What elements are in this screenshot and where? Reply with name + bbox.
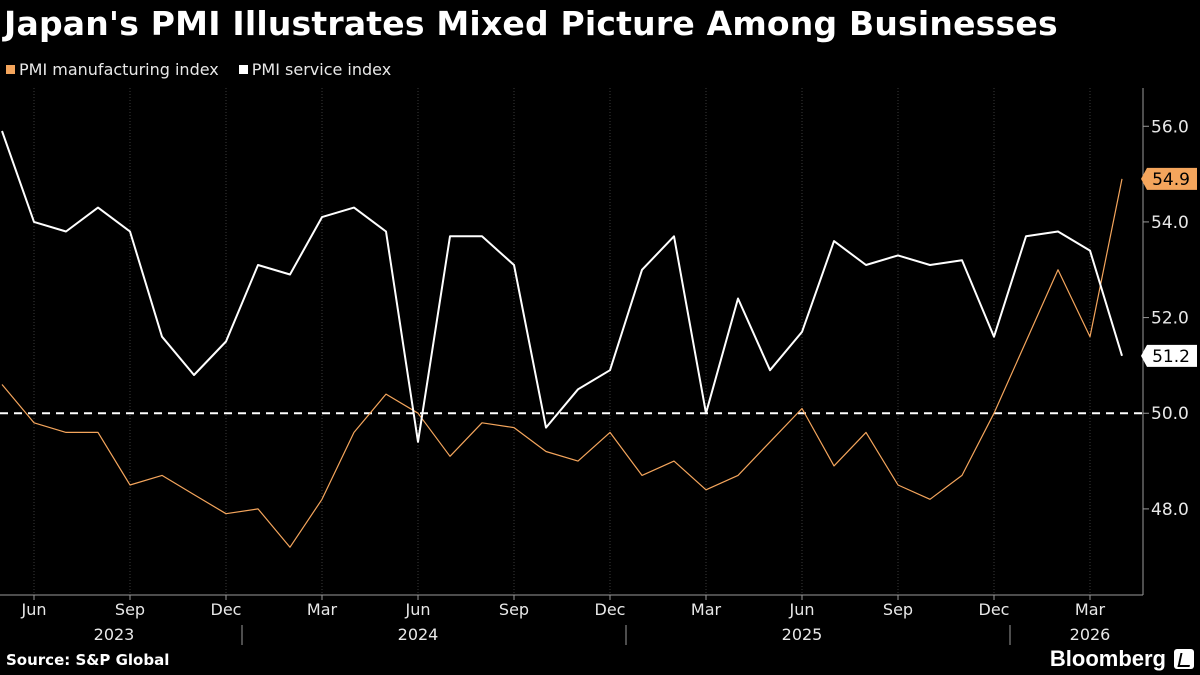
chart-title: Japan's PMI Illustrates Mixed Picture Am… bbox=[4, 4, 1058, 43]
year-label-0: 2023 bbox=[94, 625, 135, 644]
x-tick-label-6: Dec bbox=[595, 600, 626, 619]
x-tick-label-3: Mar bbox=[307, 600, 338, 619]
y-tick-label-1: 50.0 bbox=[1151, 404, 1189, 424]
legend-label-service: PMI service index bbox=[251, 60, 392, 79]
end-label-box-service bbox=[1141, 344, 1197, 367]
x-tick-label-8: Jun bbox=[789, 600, 815, 619]
y-tick-label-0: 48.0 bbox=[1151, 500, 1189, 520]
y-tick-label-3: 54.0 bbox=[1151, 213, 1189, 233]
bloomberg-wordmark: Bloomberg bbox=[1049, 646, 1166, 671]
x-tick-label-9: Sep bbox=[883, 600, 913, 619]
x-tick-label-10: Dec bbox=[979, 600, 1010, 619]
series-line-manufacturing bbox=[1, 178, 1123, 548]
series-line-service bbox=[1, 130, 1123, 443]
x-tick-label-7: Mar bbox=[691, 600, 722, 619]
year-label-3: 2026 bbox=[1070, 625, 1111, 644]
x-tick-label-2: Dec bbox=[211, 600, 242, 619]
x-tick-label-1: Sep bbox=[115, 600, 145, 619]
y-tick-label-2: 52.0 bbox=[1151, 309, 1189, 329]
end-label-box-manufacturing bbox=[1141, 167, 1197, 190]
year-label-1: 2024 bbox=[398, 625, 439, 644]
y-tick-label-4: 56.0 bbox=[1151, 117, 1189, 137]
x-tick-label-4: Jun bbox=[405, 600, 431, 619]
legend-item-service: PMI service index bbox=[238, 60, 392, 79]
x-tick-label-5: Sep bbox=[499, 600, 529, 619]
end-label-service: 51.2 bbox=[1152, 347, 1190, 367]
bloomberg-logo-icon bbox=[1174, 649, 1194, 669]
year-label-2: 2025 bbox=[782, 625, 823, 644]
legend-swatch-service bbox=[238, 65, 248, 74]
legend: PMI manufacturing index PMI service inde… bbox=[6, 60, 391, 79]
legend-swatch-manufacturing bbox=[6, 65, 15, 74]
end-label-manufacturing: 54.9 bbox=[1152, 170, 1190, 190]
x-tick-label-0: Jun bbox=[21, 600, 47, 619]
legend-item-manufacturing: PMI manufacturing index bbox=[6, 60, 219, 79]
x-tick-label-11: Mar bbox=[1075, 600, 1106, 619]
legend-label-manufacturing: PMI manufacturing index bbox=[19, 60, 219, 79]
source-note: Source: S&P Global bbox=[6, 651, 170, 669]
